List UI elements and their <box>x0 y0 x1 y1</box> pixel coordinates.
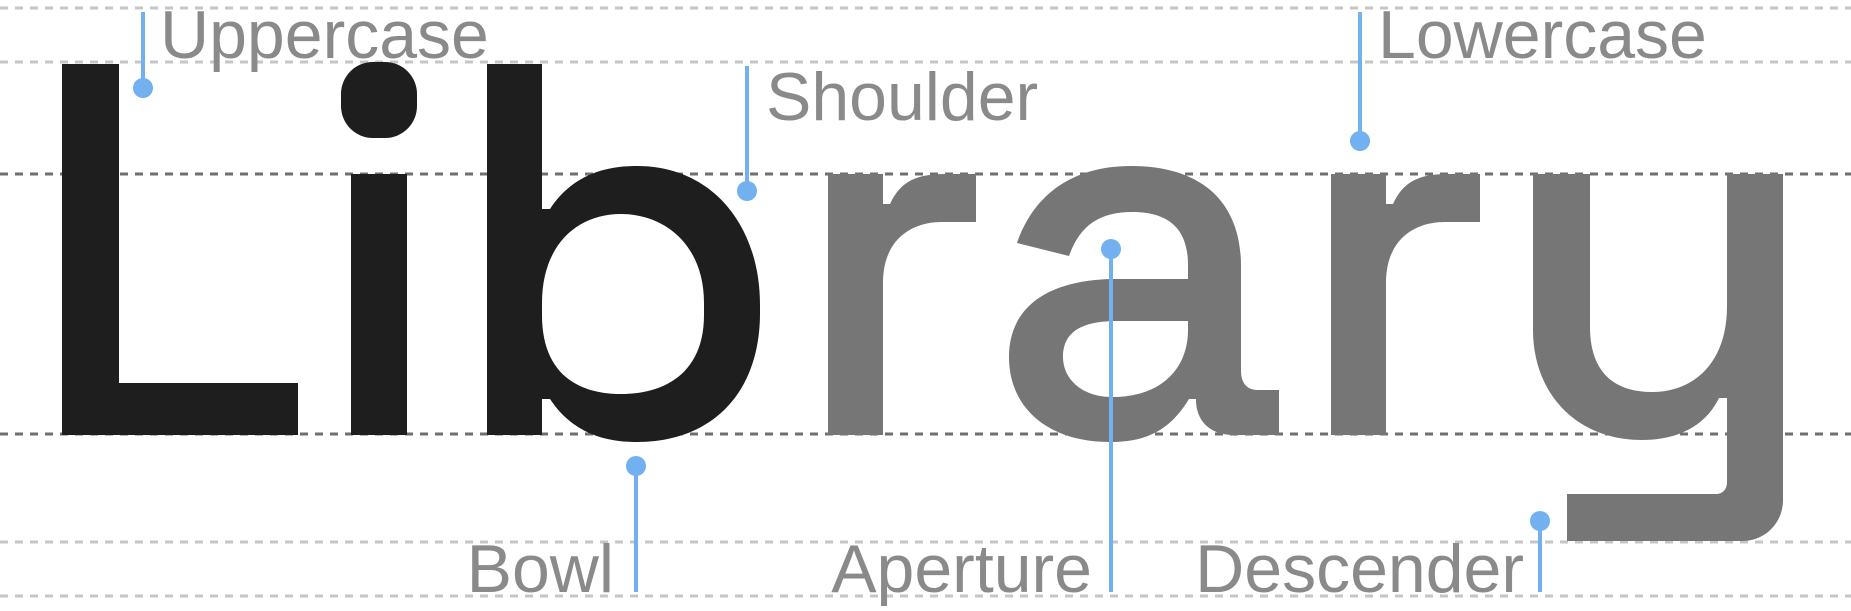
bowl-dot <box>626 456 646 476</box>
label-descender: Descender <box>1195 531 1524 607</box>
uppercase-dot <box>133 78 153 98</box>
letter-r-second <box>1331 174 1480 435</box>
letter-L <box>62 64 298 435</box>
callout-labels: Uppercase Shoulder Lowercase Bowl Apertu… <box>160 0 1707 607</box>
shoulder-dot <box>737 181 757 201</box>
letter-r-first <box>828 174 976 435</box>
letter-i-dot <box>341 62 417 138</box>
letter-a <box>1009 166 1279 442</box>
label-shoulder: Shoulder <box>766 59 1038 135</box>
word-dark-part <box>62 62 760 442</box>
label-lowercase: Lowercase <box>1378 0 1707 73</box>
callout-markers <box>133 12 1550 592</box>
label-uppercase: Uppercase <box>160 0 489 73</box>
letter-i-stem <box>351 174 407 435</box>
lowercase-dot <box>1350 131 1370 151</box>
label-aperture: Aperture <box>831 531 1092 607</box>
letter-b <box>487 64 760 442</box>
aperture-dot <box>1101 239 1121 259</box>
descender-dot <box>1530 511 1550 531</box>
label-bowl: Bowl <box>467 531 614 607</box>
word-light-part <box>828 166 1783 541</box>
letter-y <box>1533 174 1783 541</box>
